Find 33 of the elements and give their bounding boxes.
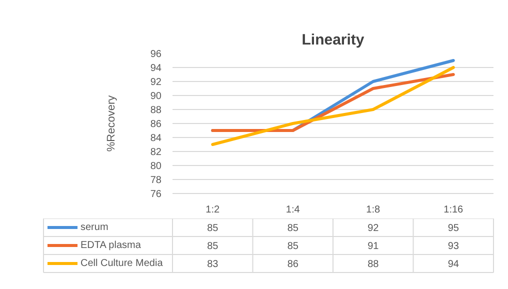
data-label: 91 bbox=[368, 241, 380, 252]
data-label: 95 bbox=[448, 223, 460, 234]
x-tick-label: 1:8 bbox=[366, 204, 381, 216]
y-tick-label: 76 bbox=[150, 189, 162, 200]
data-label: 85 bbox=[287, 241, 299, 252]
y-tick-label: 86 bbox=[150, 119, 162, 130]
y-tick-label: 92 bbox=[150, 77, 162, 88]
legend-label: EDTA plasma bbox=[80, 240, 142, 251]
legend-label: serum bbox=[80, 222, 108, 233]
data-label: 85 bbox=[207, 241, 219, 252]
y-tick-label: 82 bbox=[150, 147, 162, 158]
data-label: 92 bbox=[368, 223, 380, 234]
y-tick-label: 78 bbox=[150, 175, 162, 186]
data-label: 85 bbox=[207, 223, 219, 234]
y-tick-label: 88 bbox=[150, 105, 162, 116]
x-tick-label: 1:4 bbox=[286, 204, 300, 216]
y-tick-label: 80 bbox=[150, 161, 162, 172]
chart-title: Linearity bbox=[302, 32, 365, 48]
line-series bbox=[211, 66, 455, 146]
data-label: 85 bbox=[287, 223, 299, 234]
data-label: 94 bbox=[448, 259, 460, 270]
y-tick-label: 96 bbox=[150, 49, 162, 60]
data-label: 88 bbox=[368, 259, 380, 270]
y-tick-label: 90 bbox=[150, 91, 162, 102]
legend-label: Cell Culture Media bbox=[80, 258, 164, 269]
y-axis-title: %Recovery bbox=[105, 94, 118, 152]
y-tick-label: 94 bbox=[150, 63, 162, 74]
data-label: 86 bbox=[287, 259, 299, 270]
data-label: 83 bbox=[207, 259, 219, 270]
y-tick-label: 84 bbox=[150, 133, 162, 144]
data-label: 93 bbox=[448, 241, 460, 252]
x-tick-label: 1:16 bbox=[444, 204, 464, 216]
x-tick-label: 1:2 bbox=[206, 204, 220, 216]
